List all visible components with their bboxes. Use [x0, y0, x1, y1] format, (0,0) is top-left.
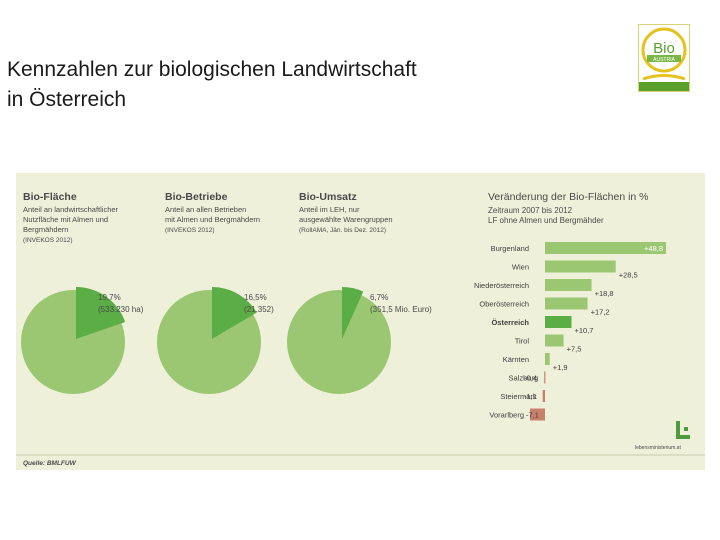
bar-chart-subtitle-1: Zeitraum 2007 bis 2012	[488, 206, 573, 215]
pie-umsatz-bio-slice	[342, 287, 364, 339]
bar-category-label-5: Tirol	[515, 337, 530, 346]
bar-value-label-6: +1,9	[553, 363, 568, 372]
bar-value-label-0: +48,8	[644, 244, 663, 253]
bar-value-label-1: +28,5	[619, 271, 638, 280]
flaeche-sub-1: Anteil an landwirtschaftlicher	[23, 205, 119, 214]
bar-value-label-8: -1,1	[524, 392, 537, 401]
pie-betriebe-pct-label: 16,5%	[244, 293, 267, 302]
logo-base	[639, 82, 689, 91]
bar-category-label-7: Salzburg	[509, 374, 539, 383]
pie-flaeche-abs-label: (533.230 ha)	[98, 305, 144, 314]
bar-value-label-7: -0,4	[524, 374, 537, 383]
pie-flaeche-pct-label: 19,7%	[98, 293, 121, 302]
flaeche-source: (INVEKOS 2012)	[23, 237, 73, 244]
bar-category-label-1: Wien	[512, 263, 529, 272]
pie-umsatz-rest-slice	[287, 290, 391, 394]
footer-source: Quelle: BMLFUW	[23, 460, 77, 467]
lebensministerium-logo	[676, 421, 690, 439]
logo-band	[647, 55, 681, 62]
pie-charts	[21, 287, 391, 394]
bar-value-label-9: -7,1	[526, 411, 539, 420]
bar-6	[545, 353, 550, 365]
bar-8	[542, 390, 545, 402]
bar-7	[544, 371, 546, 384]
bar-category-label-6: Kärnten	[503, 355, 529, 364]
betriebe-source: (INVEKOS 2012)	[165, 227, 215, 234]
slide-title: Kennzahlen zur biologischen Landwirtscha…	[7, 55, 567, 115]
bar-1	[545, 260, 616, 273]
betriebe-heading: Bio-Betriebe	[165, 191, 228, 203]
slide-title-line-2: in Österreich	[7, 88, 127, 111]
flaeche-sub-2: Nutzfläche mit Almen und	[23, 215, 108, 224]
bar-category-label-8: Steiermark	[500, 392, 537, 401]
pie-flaeche-bio-slice	[76, 287, 126, 339]
bar-chart: Burgenland +48,8 Wien +28,5 Niederösterreich…	[474, 242, 666, 421]
umsatz-sub-2: ausgewählte Warengruppen	[299, 215, 393, 224]
umsatz-heading: Bio-Umsatz	[299, 191, 357, 203]
flaeche-sub-3: Bergmähdern	[23, 225, 68, 234]
bar-9	[530, 408, 545, 421]
bar-value-label-4: +10,7	[575, 326, 594, 335]
pie-umsatz-pct-label: 6,7%	[370, 293, 388, 302]
umsatz-sub-1: Anteil im LEH, nur	[299, 205, 360, 214]
slide-title-line-1: Kennzahlen zur biologischen Landwirtscha…	[7, 58, 417, 81]
betriebe-sub-2: mit Almen und Bergmähdern	[165, 215, 260, 224]
bar-4	[545, 316, 572, 328]
logo-text-austria: AUSTRIA	[653, 57, 675, 63]
pie-umsatz-abs-label: (351,5 Mio. Euro)	[370, 305, 432, 314]
bar-chart-subtitle-2: LF ohne Almen und Bergmähder	[488, 216, 604, 225]
umsatz-source: (RollAMA, Jän. bis Dez. 2012)	[299, 227, 386, 234]
statistics-chart: Bio-Fläche Anteil an landwirtschaftliche…	[16, 191, 705, 467]
bar-value-label-2: +18,8	[595, 289, 614, 298]
betriebe-sub-1: Anteil an allen Betrieben	[165, 205, 246, 214]
bar-2	[545, 279, 592, 291]
pie-betriebe-abs-label: (21.352)	[244, 305, 274, 314]
bar-chart-title: Veränderung der Bio-Flächen in %	[488, 191, 649, 203]
bar-5	[545, 334, 564, 347]
bar-category-label-4: Österreich	[491, 318, 529, 327]
flaeche-heading: Bio-Fläche	[23, 191, 77, 203]
statistics-panel: Bio-Fläche Anteil an landwirtschaftliche…	[16, 173, 705, 470]
bio-austria-logo: Bio AUSTRIA	[638, 24, 690, 92]
bar-0	[545, 242, 666, 254]
pie-betriebe-bio-slice	[212, 287, 257, 339]
logo-text-bio: Bio	[653, 40, 675, 57]
bar-category-label-0: Burgenland	[491, 244, 529, 253]
bar-category-label-2: Niederösterreich	[474, 281, 529, 290]
bar-category-label-3: Oberösterreich	[479, 300, 529, 309]
bar-3	[545, 297, 588, 310]
bar-category-label-9: Vorarlberg	[489, 411, 524, 420]
bar-value-label-3: +17,2	[591, 308, 610, 317]
logo-swoosh	[642, 74, 686, 81]
bar-value-label-5: +7,5	[567, 345, 582, 354]
footer-credit: lebensministerium.at	[635, 445, 681, 451]
